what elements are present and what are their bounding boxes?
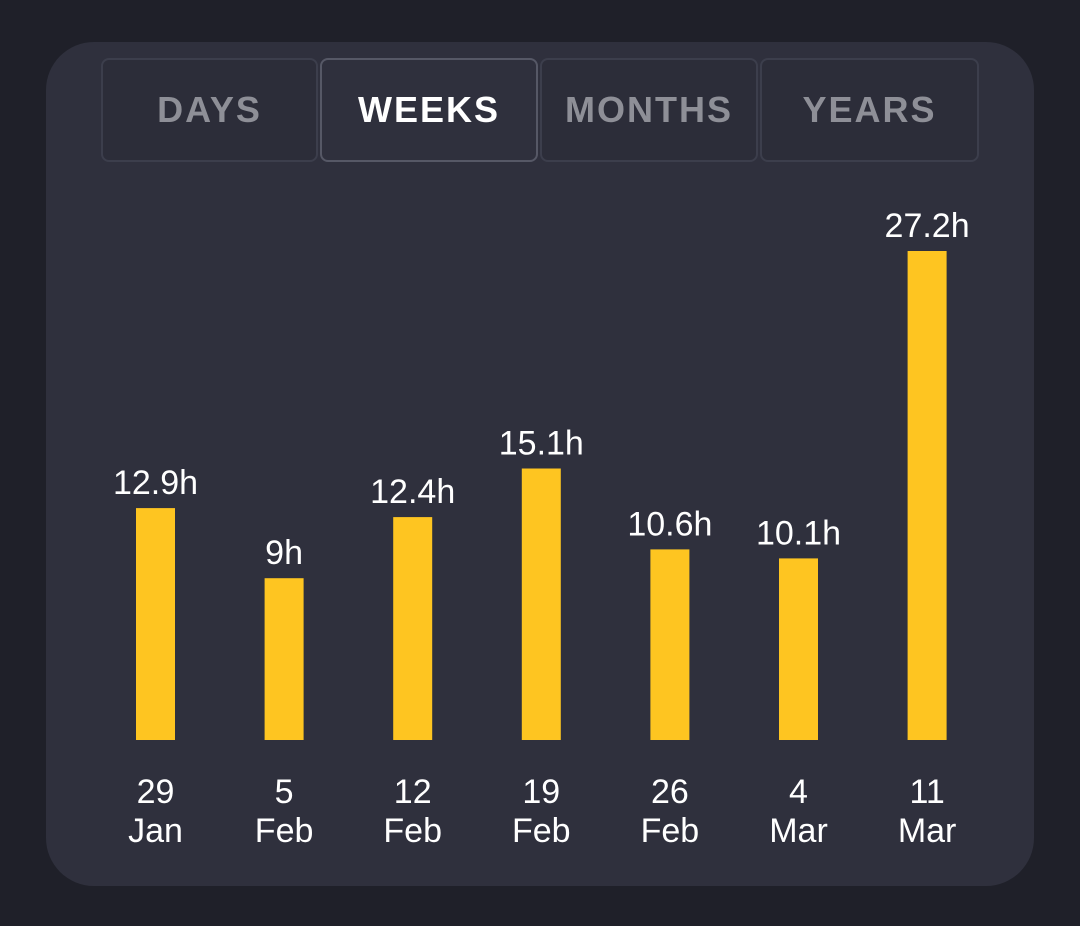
x-tick-day-1: 5 <box>275 773 294 811</box>
value-label-5: 10.1h <box>756 514 841 552</box>
value-label-2: 12.4h <box>370 473 455 511</box>
x-tick-day-4: 26 <box>651 773 689 811</box>
x-tick-month-4: Feb <box>641 812 700 850</box>
bar-5[interactable] <box>779 558 818 740</box>
x-tick-month-5: Mar <box>769 812 828 850</box>
chart-card <box>46 42 1034 886</box>
x-tick-month-0: Jan <box>128 812 183 850</box>
x-tick-day-0: 29 <box>137 773 175 811</box>
x-tick-day-6: 11 <box>909 773 944 811</box>
tab-weeks[interactable]: WEEKS <box>320 58 538 162</box>
value-label-3: 15.1h <box>499 425 584 463</box>
x-tick-day-3: 19 <box>522 773 560 811</box>
x-tick-month-6: Mar <box>898 812 957 850</box>
value-label-1: 9h <box>265 534 303 572</box>
tab-days[interactable]: DAYS <box>101 58 318 162</box>
x-tick-month-1: Feb <box>255 812 314 850</box>
bar-3[interactable] <box>521 468 561 741</box>
bar-6[interactable] <box>907 251 947 740</box>
value-label-6: 27.2h <box>885 207 970 245</box>
value-label-0: 12.9h <box>113 464 198 502</box>
bar-4[interactable] <box>650 549 690 740</box>
bar-2[interactable] <box>393 517 433 740</box>
x-tick-day-2: 12 <box>394 773 432 811</box>
period-tabs: DAYS WEEKS MONTHS YEARS <box>101 58 979 164</box>
value-label-4: 10.6h <box>627 505 712 543</box>
bar-0[interactable] <box>136 508 175 740</box>
tab-months[interactable]: MONTHS <box>540 58 758 162</box>
tab-years[interactable]: YEARS <box>760 58 979 162</box>
x-tick-month-2: Feb <box>383 812 442 850</box>
x-tick-month-3: Feb <box>512 812 571 850</box>
x-tick-day-5: 4 <box>789 773 808 811</box>
bars-group <box>136 251 947 740</box>
value-labels-group: 12.9h 9h 12.4h 15.1h 10.6h 10.1h 27.2h <box>113 207 970 572</box>
bar-1[interactable] <box>264 578 304 740</box>
